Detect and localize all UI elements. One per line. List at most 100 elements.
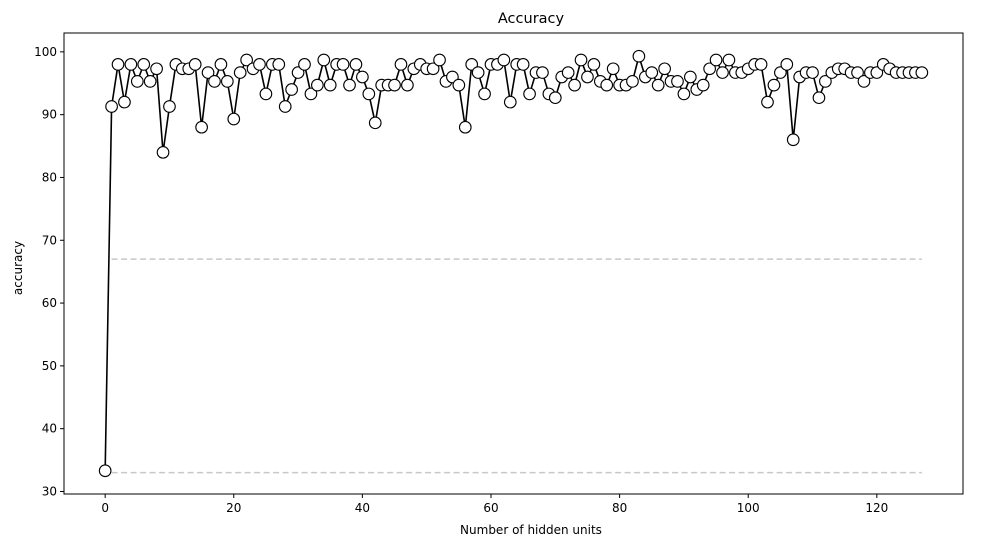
chart-title: Accuracy bbox=[498, 11, 565, 27]
data-point-41 bbox=[362, 87, 376, 101]
data-point-97 bbox=[722, 53, 736, 67]
data-point-89 bbox=[671, 75, 684, 88]
data-point-91 bbox=[683, 70, 697, 84]
data-point-79 bbox=[606, 62, 620, 76]
x-tick-label-100: 100 bbox=[737, 501, 760, 515]
plot-background bbox=[64, 33, 963, 494]
x-tick-label-20: 20 bbox=[226, 501, 241, 515]
data-point-127 bbox=[915, 66, 929, 79]
data-point-33 bbox=[311, 78, 324, 92]
data-point-31 bbox=[298, 58, 311, 71]
data-point-75 bbox=[581, 70, 594, 84]
x-axis-label: Number of hidden units bbox=[460, 523, 602, 537]
data-point-3 bbox=[118, 95, 131, 109]
data-point-47 bbox=[401, 78, 414, 92]
data-point-117 bbox=[851, 66, 864, 79]
data-point-118 bbox=[857, 75, 871, 88]
y-tick-label-90: 90 bbox=[42, 108, 57, 122]
data-point-39 bbox=[349, 58, 363, 71]
reference-lines bbox=[111, 258, 922, 474]
data-point-51 bbox=[426, 62, 440, 76]
data-point-5 bbox=[130, 75, 144, 88]
data-point-18 bbox=[214, 58, 228, 71]
data-point-25 bbox=[259, 87, 273, 101]
plot-frame bbox=[63, 32, 964, 495]
data-point-56 bbox=[458, 120, 472, 134]
data-point-82 bbox=[626, 75, 639, 88]
y-tick-label-40: 40 bbox=[42, 422, 57, 436]
x-tick-label-0: 0 bbox=[101, 501, 109, 515]
data-point-74 bbox=[574, 53, 588, 67]
data-point-110 bbox=[806, 66, 819, 79]
data-point-20 bbox=[227, 112, 241, 126]
data-point-9 bbox=[156, 145, 170, 159]
data-point-4 bbox=[124, 58, 138, 71]
data-point-46 bbox=[394, 58, 408, 71]
data-point-112 bbox=[819, 75, 832, 88]
x-tick-label-40: 40 bbox=[355, 501, 370, 515]
data-point-65 bbox=[516, 58, 530, 71]
data-point-6 bbox=[137, 58, 151, 71]
data-point-10 bbox=[163, 100, 176, 113]
data-point-17 bbox=[208, 75, 221, 88]
y-axis-label: accuracy bbox=[11, 241, 25, 295]
data-point-111 bbox=[812, 91, 826, 105]
y-tick-label-100: 100 bbox=[34, 45, 57, 59]
data-point-55 bbox=[452, 78, 466, 92]
axes: 0 20 40 60 80 100 120 30 40 50 60 70 80 90 100 bbox=[34, 32, 964, 515]
data-point-76 bbox=[587, 58, 601, 71]
data-point-68 bbox=[536, 66, 549, 79]
data-point-85 bbox=[645, 66, 659, 79]
y-tick-label-30: 30 bbox=[42, 484, 57, 498]
data-point-94 bbox=[703, 62, 716, 76]
data-point-83 bbox=[632, 49, 646, 63]
data-point-52 bbox=[433, 53, 446, 67]
data-point-27 bbox=[272, 58, 286, 71]
data-point-42 bbox=[368, 116, 382, 130]
data-point-73 bbox=[568, 78, 581, 92]
data-point-45 bbox=[388, 78, 401, 92]
data-point-66 bbox=[523, 87, 536, 101]
data-point-40 bbox=[356, 70, 369, 84]
data-point-104 bbox=[767, 78, 781, 92]
data-point-103 bbox=[761, 95, 774, 109]
data-point-70 bbox=[548, 91, 562, 105]
data-point-78 bbox=[600, 78, 614, 92]
data-point-19 bbox=[220, 75, 234, 88]
data-point-35 bbox=[323, 78, 337, 92]
x-tick-label-120: 120 bbox=[865, 501, 888, 515]
data-point-28 bbox=[278, 100, 292, 113]
data-point-96 bbox=[716, 66, 729, 79]
data-point-15 bbox=[195, 120, 208, 134]
data-point-21 bbox=[233, 66, 247, 79]
data-point-32 bbox=[304, 87, 318, 101]
data-point-95 bbox=[709, 53, 723, 67]
data-point-106 bbox=[780, 58, 794, 71]
plot-area bbox=[64, 33, 963, 494]
accuracy-series bbox=[98, 49, 929, 478]
data-point-14 bbox=[188, 58, 202, 71]
data-point-72 bbox=[561, 66, 575, 79]
data-point-8 bbox=[150, 62, 163, 76]
data-point-24 bbox=[253, 58, 266, 71]
data-point-16 bbox=[201, 66, 215, 79]
data-point-37 bbox=[336, 58, 350, 71]
data-point-2 bbox=[111, 58, 125, 71]
x-tick-label-80: 80 bbox=[612, 501, 627, 515]
data-point-102 bbox=[754, 58, 768, 71]
data-point-58 bbox=[471, 66, 485, 79]
data-point-63 bbox=[503, 95, 517, 109]
x-tick-label-60: 60 bbox=[483, 501, 498, 515]
data-point-93 bbox=[696, 78, 710, 92]
data-point-7 bbox=[143, 75, 157, 88]
data-point-29 bbox=[285, 83, 298, 96]
data-point-59 bbox=[478, 87, 491, 101]
data-point-1 bbox=[105, 100, 118, 113]
data-point-86 bbox=[651, 78, 665, 92]
y-tick-label-80: 80 bbox=[42, 170, 57, 184]
data-point-0 bbox=[98, 464, 112, 478]
data-point-90 bbox=[677, 87, 691, 101]
y-tick-label-70: 70 bbox=[42, 233, 57, 247]
data-point-22 bbox=[240, 53, 253, 67]
